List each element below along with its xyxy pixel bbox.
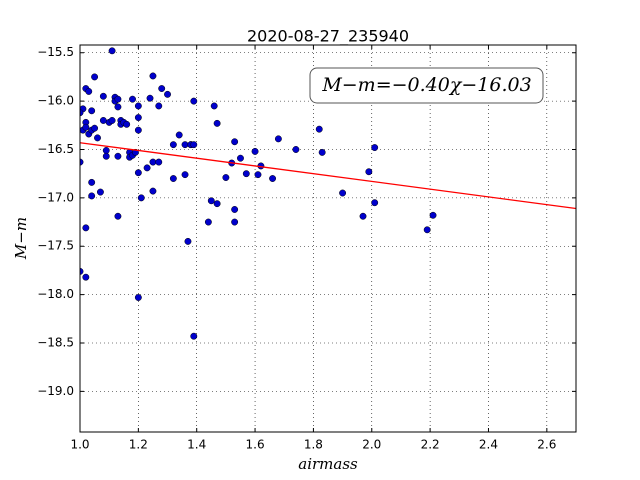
data-point [181, 171, 189, 179]
data-point [146, 94, 154, 102]
data-point [365, 168, 373, 176]
data-point [339, 189, 347, 197]
data-point [274, 135, 282, 143]
data-point [149, 158, 157, 166]
data-point [114, 212, 122, 220]
data-point [82, 123, 90, 131]
data-point [169, 175, 177, 182]
annotation-box [309, 67, 544, 104]
data-point [102, 147, 110, 154]
data-point [184, 237, 192, 245]
data-point [269, 175, 277, 182]
data-point [429, 211, 437, 219]
x-tick-label: 1.2 [129, 438, 148, 452]
data-point [82, 224, 90, 232]
data-point [213, 200, 221, 208]
data-point [88, 107, 96, 115]
data-point [222, 174, 230, 181]
chart-title: 2020-08-27_235940 [247, 27, 409, 47]
x-tick-label: 2.4 [479, 438, 498, 452]
data-point [371, 144, 379, 152]
data-point [102, 152, 110, 160]
data-point [190, 332, 198, 340]
data-point [231, 218, 239, 226]
data-point [371, 199, 379, 207]
data-point [254, 171, 262, 179]
x-tick-label: 2.2 [421, 438, 440, 452]
data-point [231, 138, 239, 146]
data-point [190, 141, 198, 149]
y-tick-label: −16.0 [37, 94, 74, 108]
data-point [315, 125, 323, 133]
data-point [134, 126, 142, 134]
y-tick-label: −18.5 [37, 335, 74, 349]
y-tick-label: −17.0 [37, 190, 74, 204]
data-point [134, 294, 142, 301]
data-point [359, 212, 367, 220]
x-tick-label: 2.0 [362, 438, 381, 452]
data-point [231, 206, 239, 213]
annotation: M−m=−0.40χ−16.03 [321, 74, 531, 96]
data-point [85, 87, 93, 95]
data-point [114, 103, 122, 111]
y-tick-label: −18.0 [37, 287, 74, 301]
data-point [190, 97, 198, 105]
y-tick-label: −17.5 [37, 239, 74, 253]
plot-frame [79, 44, 577, 433]
y-tick-label: −15.5 [37, 45, 74, 59]
data-point [134, 114, 142, 122]
data-point [88, 178, 96, 186]
data-point [149, 72, 157, 80]
data-point [114, 152, 122, 160]
data-point [94, 134, 101, 142]
data-point [137, 194, 145, 202]
data-point [123, 120, 131, 128]
data-point [88, 192, 96, 200]
data-point [213, 119, 221, 127]
data-point [207, 197, 215, 205]
data-point [143, 164, 151, 172]
data-point [181, 141, 189, 149]
data-point [99, 117, 107, 124]
data-point [318, 148, 326, 156]
data-point [149, 187, 157, 195]
data-point [82, 273, 90, 281]
data-point [96, 188, 104, 196]
x-axis-label: airmass [298, 455, 358, 473]
data-point [210, 102, 218, 110]
x-tick-label: 1.6 [246, 438, 265, 452]
data-point [204, 218, 212, 226]
x-tick-label: 1.8 [304, 438, 323, 452]
data-point [99, 92, 107, 100]
data-point [134, 102, 142, 110]
data-point [91, 124, 99, 132]
data-point [108, 117, 116, 124]
y-axis-label: M−m [12, 217, 30, 260]
data-point [242, 170, 250, 178]
fit-line [79, 142, 577, 210]
data-point [237, 154, 244, 162]
data-point [129, 95, 136, 103]
data-point [251, 147, 259, 155]
data-point [158, 85, 166, 92]
data-point [155, 102, 163, 110]
data-point [108, 47, 116, 55]
data-point [175, 131, 183, 139]
data-point [423, 226, 431, 234]
data-point [155, 158, 163, 166]
y-tick-label: −16.5 [37, 142, 74, 156]
data-point [164, 90, 171, 98]
data-point [114, 95, 122, 103]
x-tick-label: 1.4 [187, 438, 206, 452]
data-point [134, 169, 142, 177]
data-point [91, 73, 99, 81]
data-point [169, 141, 177, 149]
data-point [292, 146, 300, 153]
x-tick-label: 2.6 [537, 438, 556, 452]
y-tick-label: −19.0 [37, 384, 74, 398]
x-tick-label: 1.0 [70, 438, 89, 452]
